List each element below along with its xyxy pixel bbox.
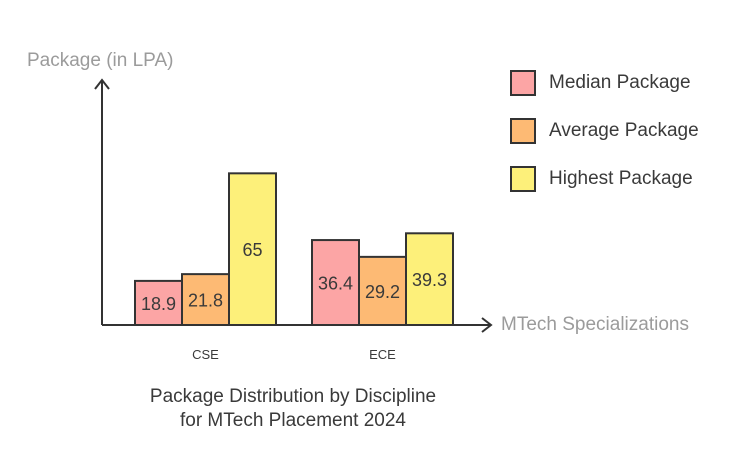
- legend-label-average: Average Package: [549, 120, 699, 141]
- bars: [134, 172, 454, 326]
- legend-swatch-highest: [510, 166, 536, 192]
- chart-title-line-1: Package Distribution by Discipline: [149, 386, 437, 407]
- legend-swatch-average: [510, 118, 536, 144]
- legend-item-highest: Highest Package: [510, 155, 699, 203]
- chart-title: Package Distribution by Discipline for M…: [120, 385, 466, 433]
- legend: Median Package Average Package Highest P…: [510, 59, 699, 203]
- x-axis-title: MTech Specializations: [501, 314, 689, 335]
- data-label-cse-median: 18.9: [141, 294, 176, 314]
- legend-label-highest: Highest Package: [549, 168, 693, 189]
- data-label-ece-average: 29.2: [365, 282, 400, 302]
- x-tick-label-cse: CSE: [192, 347, 219, 362]
- data-label-cse-highest: 65: [242, 240, 262, 260]
- legend-label-median: Median Package: [549, 72, 691, 93]
- x-tick-label-ece: ECE: [369, 347, 396, 362]
- data-label-ece-highest: 39.3: [412, 270, 447, 290]
- y-axis-arrow: [94, 78, 110, 90]
- data-labels: 18.9 21.8 65 36.4 29.2 39.3: [141, 240, 447, 314]
- bar-ece-highest: [405, 232, 454, 326]
- chart-title-line-2: for MTech Placement 2024: [179, 410, 406, 431]
- legend-item-average: Average Package: [510, 107, 699, 155]
- x-axis-arrow: [481, 317, 493, 333]
- legend-swatch-median: [510, 70, 536, 96]
- y-axis-title: Package (in LPA): [27, 50, 174, 71]
- x-tick-labels: CSE ECE: [192, 347, 396, 362]
- legend-item-median: Median Package: [510, 59, 699, 107]
- data-label-cse-average: 21.8: [188, 291, 223, 311]
- data-label-ece-median: 36.4: [318, 274, 353, 294]
